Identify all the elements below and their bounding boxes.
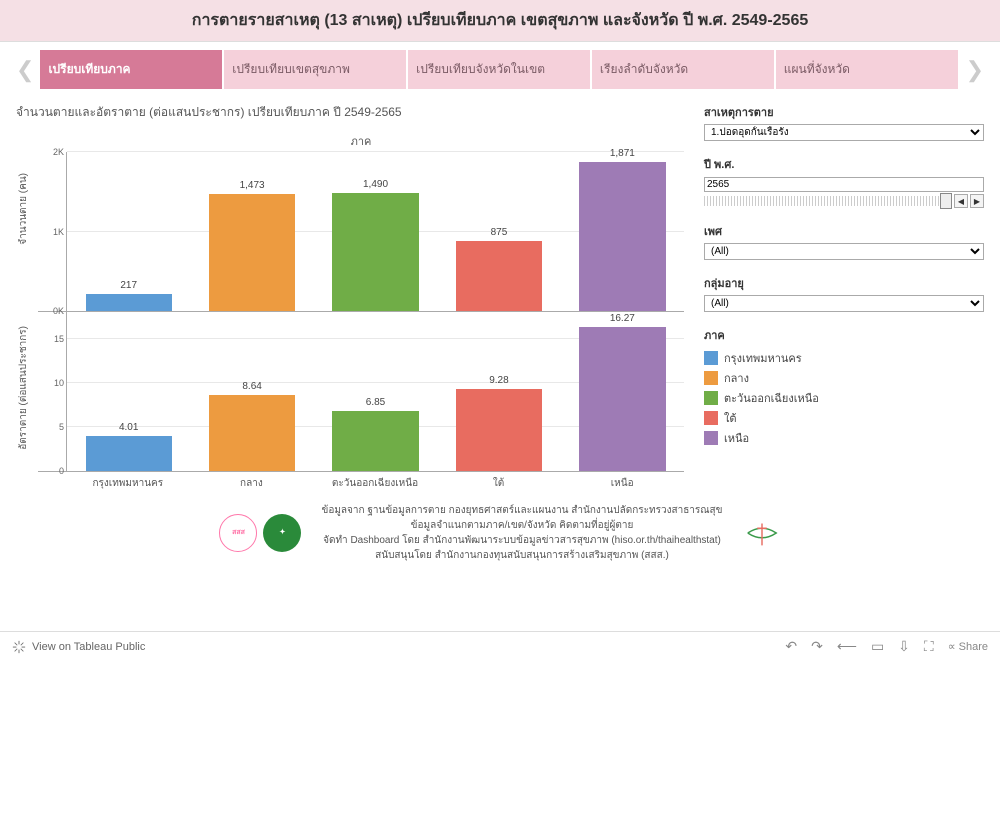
year-slider-prev[interactable]: ◀ <box>954 194 968 208</box>
x-axis-ticks: กรุงเทพมหานครกลางตะวันออกเฉียงเหนือใต้เห… <box>66 472 684 491</box>
legend-label: ตะวันออกเฉียงเหนือ <box>724 389 819 407</box>
bar-value-label: 217 <box>120 280 137 291</box>
page-title: การตายรายสาเหตุ (13 สาเหตุ) เปรียบเทียบภ… <box>0 0 1000 42</box>
bar-value-label: 875 <box>491 227 508 238</box>
legend-title: ภาค <box>704 326 984 344</box>
logo-moph: ✦ <box>263 514 301 552</box>
footer-line4: สนับสนุนโดย สำนักงานกองทุนสนับสนุนการสร้… <box>321 548 722 563</box>
legend-swatch <box>704 411 718 425</box>
bar[interactable]: 6.85 <box>332 411 418 472</box>
chart-panel-rate: 0510154.018.646.859.2816.27 <box>38 312 684 472</box>
bar[interactable]: 1,871 <box>579 162 665 311</box>
filter-age-label: กลุ่มอายุ <box>704 274 984 292</box>
bar-value-label: 6.85 <box>366 397 385 408</box>
filter-age-select[interactable]: (All) <box>704 295 984 312</box>
share-button[interactable]: ∝ Share <box>948 640 988 653</box>
y-axis-label-2: อัตราตาย (ต่อแสนประชากร) <box>16 326 34 450</box>
ytick: 10 <box>54 378 64 388</box>
footer-line3: จัดทำ Dashboard โดย สำนักงานพัฒนาระบบข้อ… <box>321 533 722 548</box>
bar[interactable]: 8.64 <box>209 395 295 471</box>
view-on-tableau-link[interactable]: View on Tableau Public <box>12 640 145 654</box>
logo-hiso <box>743 514 781 552</box>
bar[interactable]: 4.01 <box>86 436 172 471</box>
legend-item[interactable]: ใต้ <box>704 408 984 428</box>
bar[interactable]: 16.27 <box>579 327 665 471</box>
tabs-next-arrow[interactable]: ❯ <box>960 57 990 83</box>
bar-value-label: 1,490 <box>363 179 388 190</box>
tab-3[interactable]: เรียงลำดับจังหวัด <box>592 50 776 89</box>
ytick: 0 <box>59 466 64 476</box>
tab-1[interactable]: เปรียบเทียบเขตสุขภาพ <box>224 50 408 89</box>
y-axis-label-1: จำนวนตาย (คน) <box>16 173 34 245</box>
legend-item[interactable]: กรุงเทพมหานคร <box>704 348 984 368</box>
filter-sex-label: เพศ <box>704 222 984 240</box>
chart-panel-count: 0K1K2K2171,4731,4908751,871 <box>38 152 684 312</box>
xtick: เหนือ <box>560 472 684 491</box>
bar-value-label: 8.64 <box>242 381 261 392</box>
xtick: ตะวันออกเฉียงเหนือ <box>313 472 437 491</box>
xtick: กลาง <box>190 472 314 491</box>
bar[interactable]: 1,490 <box>332 193 418 311</box>
chart-subtitle: จำนวนตายและอัตราตาย (ต่อแสนประชากร) เปรี… <box>16 103 684 122</box>
bar[interactable]: 9.28 <box>456 389 542 471</box>
filter-year-label: ปี พ.ศ. <box>704 155 984 173</box>
filter-year-input[interactable] <box>704 177 984 192</box>
footer-credit: สสส ✦ ข้อมูลจาก ฐานข้อมูลการตาย กองยุทธศ… <box>0 491 1000 571</box>
legend-swatch <box>704 371 718 385</box>
filter-sex-select[interactable]: (All) <box>704 243 984 260</box>
footer-line2: ข้อมูลจำแนกตามภาค/เขต/จังหวัด คิดตามที่อ… <box>321 518 722 533</box>
year-slider-track[interactable] <box>704 196 952 206</box>
filter-cause-label: สาเหตุการตาย <box>704 103 984 121</box>
year-slider-thumb[interactable] <box>940 193 952 209</box>
legend: ภาค กรุงเทพมหานครกลางตะวันออกเฉียงเหนือใ… <box>704 326 984 448</box>
ytick: 1K <box>53 227 64 237</box>
legend-swatch <box>704 431 718 445</box>
bar-value-label: 1,473 <box>240 180 265 191</box>
revert-icon[interactable]: ⟵ <box>837 638 857 655</box>
legend-label: ใต้ <box>724 409 737 427</box>
chart-top-title: ภาค <box>38 132 684 150</box>
redo-icon[interactable]: ↷ <box>811 638 823 655</box>
xtick: กรุงเทพมหานคร <box>66 472 190 491</box>
bar-value-label: 4.01 <box>119 422 138 433</box>
device-icon[interactable]: ▭ <box>871 638 884 655</box>
tabs-container: ❮ เปรียบเทียบภาคเปรียบเทียบเขตสุขภาพเปรี… <box>0 42 1000 97</box>
bar[interactable]: 1,473 <box>209 194 295 311</box>
legend-swatch <box>704 391 718 405</box>
legend-label: กลาง <box>724 369 749 387</box>
legend-swatch <box>704 351 718 365</box>
bar[interactable]: 875 <box>456 241 542 311</box>
fullscreen-icon[interactable]: ⛶ <box>924 638 934 655</box>
footer-line1: ข้อมูลจาก ฐานข้อมูลการตาย กองยุทธศาสตร์แ… <box>321 503 722 518</box>
tab-0[interactable]: เปรียบเทียบภาค <box>40 50 224 89</box>
bar-value-label: 9.28 <box>489 375 508 386</box>
logo-sss: สสส <box>219 514 257 552</box>
legend-item[interactable]: กลาง <box>704 368 984 388</box>
download-icon[interactable]: ⇩ <box>898 638 910 655</box>
legend-label: กรุงเทพมหานคร <box>724 349 802 367</box>
tableau-toolbar: View on Tableau Public ↶ ↷ ⟵ ▭ ⇩ ⛶ ∝ Sha… <box>0 631 1000 661</box>
ytick: 2K <box>53 147 64 157</box>
view-on-tableau-label: View on Tableau Public <box>32 641 145 653</box>
tab-2[interactable]: เปรียบเทียบจังหวัดในเขต <box>408 50 592 89</box>
ytick: 15 <box>54 334 64 344</box>
filter-cause-select[interactable]: 1.ปอดอุดกั้นเรื้อรัง <box>704 124 984 141</box>
share-label: Share <box>959 641 988 653</box>
bar[interactable]: 217 <box>86 294 172 311</box>
footer-logos-left: สสส ✦ <box>219 514 301 552</box>
legend-item[interactable]: ตะวันออกเฉียงเหนือ <box>704 388 984 408</box>
undo-icon[interactable]: ↶ <box>785 638 797 655</box>
tabs-prev-arrow[interactable]: ❮ <box>10 57 40 83</box>
xtick: ใต้ <box>437 472 561 491</box>
legend-item[interactable]: เหนือ <box>704 428 984 448</box>
year-slider-next[interactable]: ▶ <box>970 194 984 208</box>
tab-4[interactable]: แผนที่จังหวัด <box>776 50 960 89</box>
ytick: 5 <box>59 422 64 432</box>
legend-label: เหนือ <box>724 429 749 447</box>
bar-value-label: 1,871 <box>610 148 635 159</box>
bar-value-label: 16.27 <box>610 313 635 324</box>
tableau-logo-icon <box>12 640 26 654</box>
